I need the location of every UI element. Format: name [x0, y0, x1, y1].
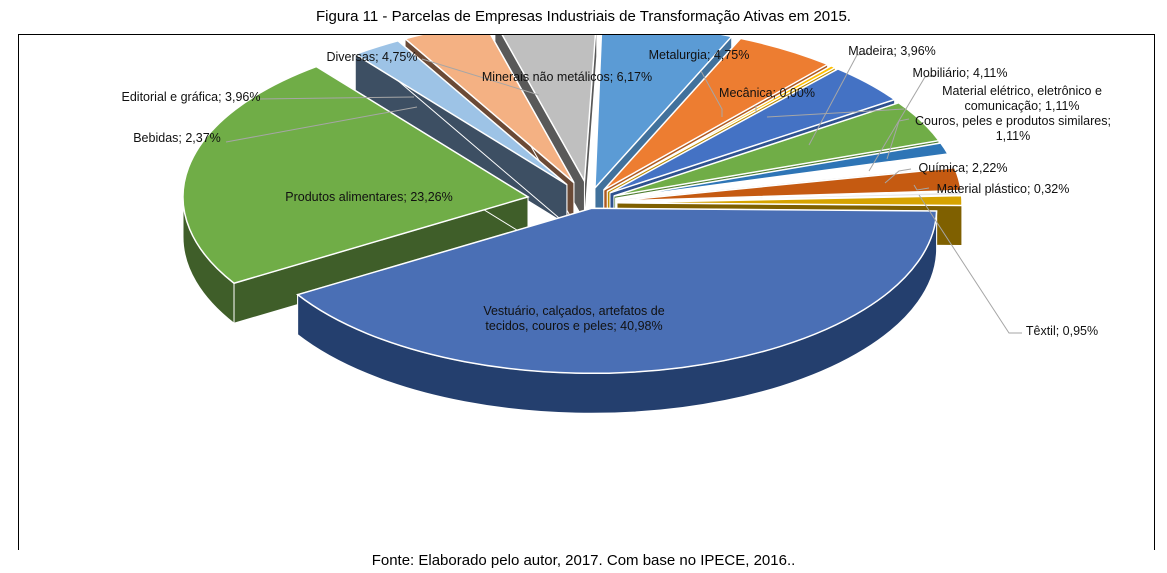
- data-label-mobiliario: Mobiliário; 4,11%: [913, 66, 1008, 80]
- slice-top-material-eletrico-eletronico-e-comunicacao: [615, 142, 950, 200]
- leader-line-madeira: [808, 52, 870, 146]
- figure-source: Fonte: Elaborado pelo autor, 2017. Com b…: [371, 552, 796, 569]
- slice-top-vestuario-calcados-artefatos-de-tecidos-couros-e-peles: [296, 207, 938, 375]
- slice-top-bebidas: [353, 39, 568, 186]
- data-label-textil: Têxtil; 0,95%: [1026, 324, 1098, 338]
- leader-line-textil: [918, 194, 1022, 334]
- leader-line-quimica: [884, 168, 912, 184]
- pie-chart: Minerais não metálicos; 6,17% Metalurgia;…: [122, 35, 1111, 414]
- slice-top-produtos-alimentares: [182, 65, 530, 285]
- leader-line-editorial-e-grafica: [257, 96, 415, 100]
- slice-top-diversas: [501, 35, 597, 184]
- data-label-bebidas: Bebidas; 2,37%: [133, 131, 221, 145]
- data-label-material-eletrico-eletronico-e-comunicacao-line-2: comunicação; 1,11%: [964, 99, 1079, 113]
- data-label-diversas: Diversas; 4,75%: [326, 50, 417, 64]
- leader-line-material-plastico: [913, 184, 930, 191]
- leader-line-mobiliario: [868, 74, 937, 172]
- chart-frame: Minerais não metálicos; 6,17% Metalurgia;…: [18, 34, 1155, 550]
- leader-lines-layer: [225, 52, 1022, 334]
- leader-line-diversas: [421, 58, 540, 96]
- leader-line-material-eletrico-eletronico-e-comunicacao: [766, 108, 905, 118]
- data-label-produtos-alimentares: Produtos alimentares; 23,26%: [285, 190, 452, 204]
- slice-top-quimica: [616, 166, 962, 202]
- data-label-metalurgia: Metalurgia; 4,75%: [649, 48, 750, 62]
- data-label-material-plastico: Material plástico; 0,32%: [937, 182, 1070, 196]
- slice-top-editorial-e-grafica: [403, 35, 575, 184]
- slice-top-couros-peles-e-produtos-similares: [616, 154, 956, 201]
- slice-top-metalurgia: [603, 37, 830, 191]
- data-label-quimica: Química; 2,22%: [919, 161, 1008, 175]
- data-label-couros-peles-e-produtos-similares-line-1: Couros, peles e produtos similares;: [915, 114, 1111, 128]
- slice-top-minerais-nao-metalicos: [594, 35, 734, 190]
- data-label-vestuario-calcados-artefatos-de-tecidos-couros-e-peles-line-1: Vestuário, calçados, artefatos de: [483, 304, 664, 318]
- data-label-madeira: Madeira; 3,96%: [848, 44, 936, 58]
- data-label-material-eletrico-eletronico-e-comunicacao-line-1: Material elétrico, eletrônico e: [942, 84, 1102, 98]
- slice-top-madeira: [609, 68, 897, 194]
- slice-top-mecanica: [606, 64, 837, 193]
- figure-title: Figura 11 - Parcelas de Empresas Industr…: [316, 8, 851, 25]
- leader-line-couros-peles-e-produtos-similares: [886, 118, 910, 160]
- slice-sides-layer: [182, 35, 963, 414]
- slice-top-textil: [616, 194, 963, 207]
- data-label-vestuario-calcados-artefatos-de-tecidos-couros-e-peles-line-2: tecidos, couros e peles; 40,98%: [485, 319, 662, 333]
- data-label-couros-peles-e-produtos-similares-line-2: 1,11%: [996, 129, 1031, 143]
- slice-vestuario-calcados-artefatos-de-tecidos-couros-e-peles: [296, 207, 938, 414]
- data-label-minerais-nao-metalicos: Minerais não metálicos; 6,17%: [482, 70, 652, 84]
- data-label-editorial-e-grafica: Editorial e gráfica; 3,96%: [122, 90, 261, 104]
- leader-line-metalurgia: [700, 70, 723, 117]
- data-labels-layer: Minerais não metálicos; 6,17% Metalurgia;…: [122, 44, 1111, 338]
- data-label-mecanica: Mecânica; 0,00%: [719, 86, 815, 100]
- leader-line-bebidas: [225, 106, 418, 143]
- slice-top-mobiliario: [613, 101, 941, 197]
